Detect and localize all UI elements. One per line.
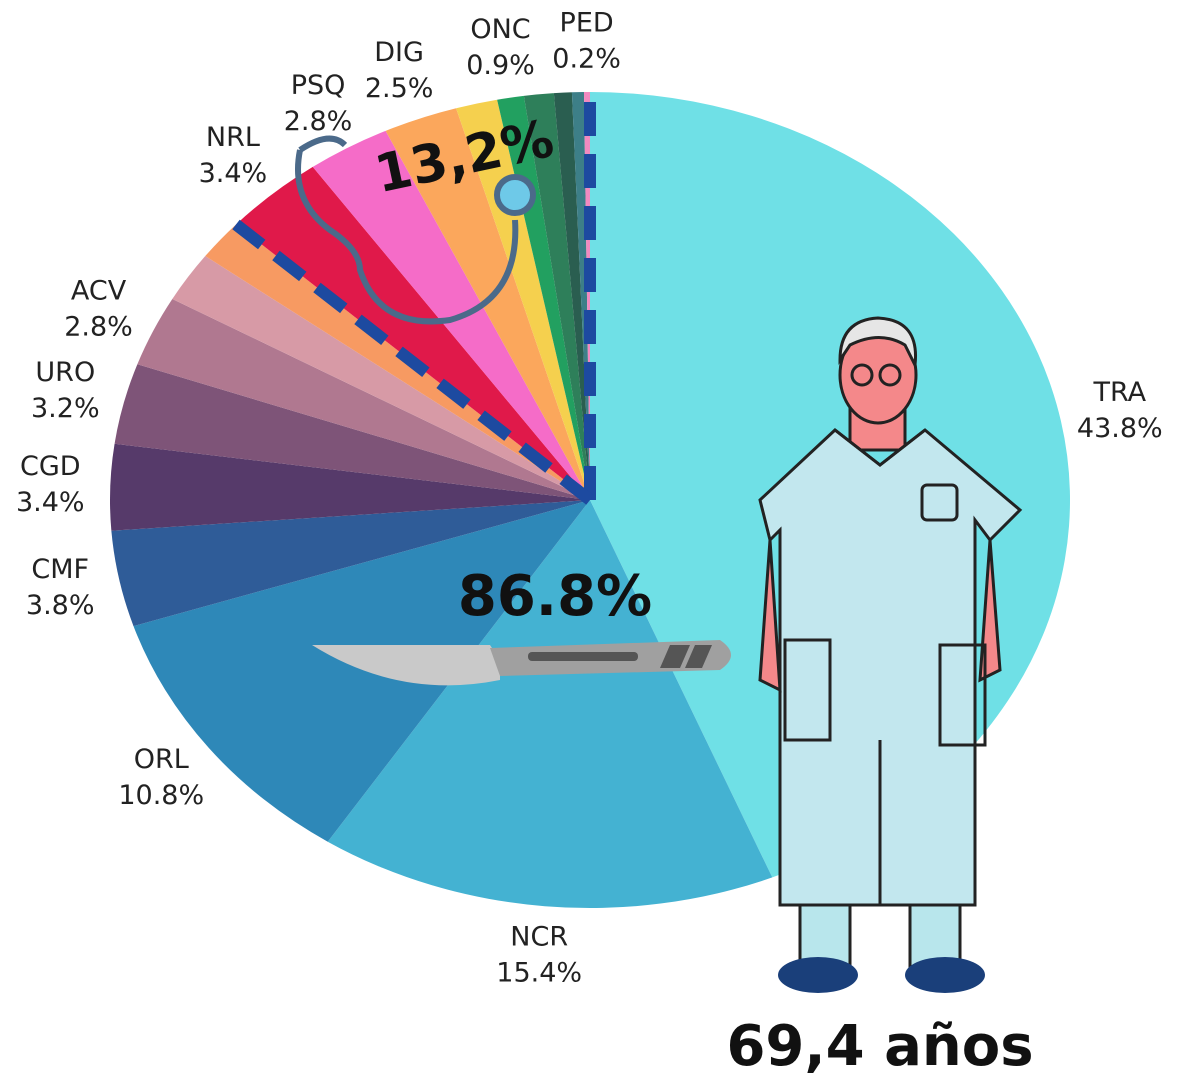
slice-name: NRL: [206, 122, 260, 153]
slice-name: URO: [35, 357, 95, 388]
slice-name: NCR: [510, 921, 568, 952]
slice-name: CMF: [31, 554, 89, 585]
slice-value: 43.8%: [1077, 413, 1163, 444]
slice-value: 3.8%: [26, 590, 95, 621]
slice-name: ACV: [71, 276, 127, 307]
slice-value: 0.2%: [552, 44, 621, 75]
slice-name: PSQ: [291, 70, 346, 101]
chart: 86.8% 13,2% 69,4 años TRA43.8%NCR15.4%OR…: [0, 0, 1187, 1086]
slice-name: ORL: [134, 744, 189, 775]
slice-value: 3.4%: [16, 487, 85, 518]
slice-name: CGD: [20, 451, 81, 482]
age-annotation: 69,4 años: [726, 1014, 1033, 1079]
slice-value: 10.8%: [118, 780, 204, 811]
slice-name: TRA: [1092, 377, 1146, 408]
slice-name: PED: [560, 8, 614, 39]
slice-value: 2.8%: [64, 312, 133, 343]
slice-value: 2.8%: [284, 106, 353, 137]
slice-name: ONC: [470, 14, 530, 45]
slice-value: 3.4%: [199, 158, 268, 189]
slice-value: 15.4%: [496, 957, 582, 988]
slice-value: 3.2%: [31, 393, 100, 424]
slice-value: 2.5%: [365, 73, 434, 104]
slice-name: DIG: [374, 37, 424, 68]
slice-value: 0.9%: [466, 50, 535, 81]
group-share: 86.8%: [458, 564, 652, 629]
